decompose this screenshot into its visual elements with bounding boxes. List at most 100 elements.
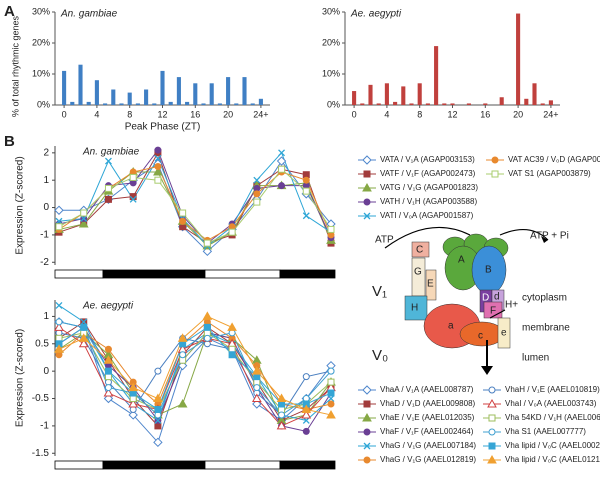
marker bbox=[55, 223, 63, 231]
legend-label: Vha 54KD / V₁H (AAEL006516) bbox=[505, 413, 600, 422]
bar bbox=[450, 103, 455, 105]
series-line bbox=[58, 326, 332, 427]
y-tick-label: -2 bbox=[40, 257, 49, 268]
marker bbox=[363, 442, 371, 450]
x-tick-label: 24+ bbox=[543, 109, 558, 119]
marker bbox=[177, 333, 188, 342]
marker bbox=[103, 355, 114, 364]
series-line bbox=[58, 305, 332, 422]
light-dark-bar bbox=[102, 269, 206, 279]
subunit-label: c bbox=[478, 331, 483, 342]
y-tick-label: 0 bbox=[43, 202, 49, 213]
series-line bbox=[58, 149, 332, 244]
x-axis-label: Peak Phase (ZT) bbox=[125, 122, 201, 133]
marker bbox=[301, 404, 312, 413]
marker bbox=[104, 184, 112, 192]
marker bbox=[491, 170, 499, 178]
bar bbox=[168, 101, 173, 105]
bar bbox=[217, 103, 222, 105]
diagram-label: H+ bbox=[505, 300, 518, 311]
subunit-shape bbox=[497, 317, 511, 349]
bar bbox=[209, 83, 214, 105]
marker bbox=[154, 405, 162, 413]
y-tick-label: 10% bbox=[322, 68, 340, 78]
marker bbox=[78, 333, 89, 342]
bar bbox=[201, 103, 206, 105]
x-tick-label: 0 bbox=[62, 109, 67, 119]
bar bbox=[516, 13, 521, 105]
x-tick-label: 20 bbox=[513, 109, 523, 119]
y-tick-label: 30% bbox=[322, 6, 340, 16]
series-line bbox=[58, 151, 332, 247]
marker bbox=[55, 318, 63, 326]
x-tick-label: 16 bbox=[190, 109, 200, 119]
marker bbox=[276, 420, 287, 430]
marker bbox=[363, 212, 371, 220]
marker bbox=[363, 456, 371, 464]
marker bbox=[362, 385, 372, 395]
bar bbox=[532, 83, 537, 105]
marker bbox=[104, 195, 112, 203]
light-dark-bar bbox=[54, 460, 104, 470]
marker bbox=[154, 367, 162, 375]
marker bbox=[327, 225, 335, 233]
marker bbox=[302, 212, 310, 220]
y-tick-label: 30% bbox=[32, 6, 50, 16]
light-dark-bar bbox=[279, 269, 336, 279]
subunit-label: e bbox=[501, 328, 507, 339]
marker bbox=[54, 344, 64, 353]
marker bbox=[104, 345, 112, 353]
bar bbox=[176, 77, 181, 105]
y-axis-label: Expression (Z-scored) bbox=[15, 156, 26, 254]
bar bbox=[483, 103, 488, 105]
legend-label: VATH / V₁H (AGAP003588) bbox=[380, 197, 477, 206]
marker bbox=[154, 163, 162, 171]
legend-label: VATG / V₁G (AGAP001823) bbox=[380, 183, 478, 192]
marker bbox=[253, 190, 261, 198]
bar bbox=[144, 89, 149, 105]
legend-label: VhaG / V₁G (AAEL007184) bbox=[380, 441, 476, 450]
marker bbox=[179, 351, 187, 359]
legend-label: VhaE / V₁E (AAEL012035) bbox=[380, 413, 475, 422]
arrow bbox=[489, 309, 506, 319]
marker bbox=[487, 398, 497, 408]
marker bbox=[488, 442, 496, 450]
subunit-label: A bbox=[458, 255, 465, 266]
legend-label: VhaI / V₀A (AAEL003743) bbox=[505, 399, 597, 408]
marker bbox=[278, 149, 286, 157]
marker bbox=[103, 388, 114, 397]
legend-label: VATA / V₁A (AGAP003153) bbox=[380, 155, 475, 164]
chart-title: Ae. aegypti bbox=[82, 301, 134, 312]
bar bbox=[119, 103, 124, 105]
marker bbox=[153, 166, 163, 176]
bar bbox=[466, 103, 471, 105]
series-line bbox=[58, 151, 332, 244]
series-line bbox=[58, 321, 332, 410]
legend-label: Vha S1 (AAEL007777) bbox=[505, 427, 586, 436]
bar bbox=[86, 101, 91, 105]
y-tick-label: 0.5 bbox=[35, 338, 49, 349]
legend-label: VhaA / V₁A (AAEL008787) bbox=[380, 385, 474, 394]
diagram-label: V₀ bbox=[372, 347, 388, 364]
marker bbox=[227, 322, 237, 331]
series-line bbox=[58, 332, 332, 422]
light-dark-bar bbox=[279, 460, 336, 470]
series-line bbox=[58, 321, 332, 416]
x-tick-label: 24+ bbox=[253, 109, 268, 119]
bar bbox=[94, 80, 99, 105]
bar bbox=[352, 91, 357, 105]
y-axis-label: Expression (Z-scored) bbox=[15, 329, 26, 427]
bar bbox=[103, 103, 108, 105]
marker bbox=[491, 156, 499, 164]
bar bbox=[417, 83, 422, 105]
bar bbox=[242, 77, 247, 105]
bar bbox=[185, 101, 190, 105]
marker bbox=[179, 217, 187, 225]
bar bbox=[393, 101, 398, 105]
y-tick-label: 2 bbox=[43, 147, 49, 158]
marker bbox=[153, 393, 163, 403]
marker bbox=[278, 182, 286, 190]
bar bbox=[78, 64, 83, 105]
light-dark-bar bbox=[54, 269, 104, 279]
